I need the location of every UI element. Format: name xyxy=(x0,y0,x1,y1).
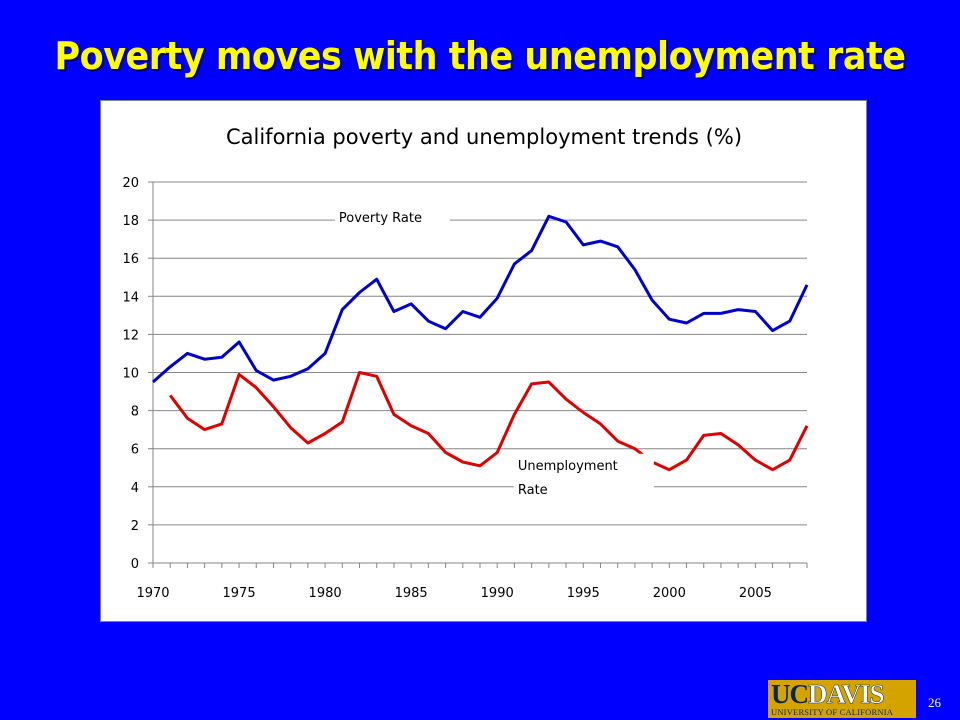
chart-title: California poverty and unemployment tren… xyxy=(226,125,742,149)
y-tick-label: 12 xyxy=(122,328,139,343)
logo-wordmark: UCDAVIS xyxy=(771,679,913,709)
x-tick-label: 1970 xyxy=(136,586,169,601)
slide-title: Poverty moves with the unemployment rate xyxy=(54,34,906,78)
logo-davis: DAVIS xyxy=(808,679,885,709)
y-tick-label: 4 xyxy=(131,481,139,496)
y-tick-label: 18 xyxy=(122,214,139,229)
annotation-label: Unemployment xyxy=(518,459,618,474)
y-tick-label: 14 xyxy=(122,290,139,305)
page-number: 26 xyxy=(928,695,941,710)
x-tick-label: 1985 xyxy=(395,586,428,601)
logo-uc: UC xyxy=(771,679,809,709)
annotation: Unemployment Rate xyxy=(513,453,654,498)
annotation-box xyxy=(334,206,450,227)
y-tick-label: 2 xyxy=(131,519,139,534)
y-tick-label: 0 xyxy=(131,557,139,572)
grid-layer xyxy=(153,181,807,526)
unemployment-rateline xyxy=(169,371,809,472)
annotation-label: Rate xyxy=(518,483,548,498)
x-tick-label: 2000 xyxy=(653,586,686,601)
annotation-layer: Poverty Rate Unemployment Rate xyxy=(334,206,654,498)
y-tick-label: 8 xyxy=(131,405,139,420)
annotation-label: Poverty Rate xyxy=(339,211,422,226)
x-tick-label: 1980 xyxy=(309,586,342,601)
annotation: Poverty Rate xyxy=(334,206,450,227)
x-tick-label: 1995 xyxy=(567,586,600,601)
x-tick-label: 2005 xyxy=(739,586,772,601)
y-tick-label: 16 xyxy=(122,252,139,267)
y-tick-label: 20 xyxy=(122,176,139,191)
uc-davis-logo: UCDAVIS UNIVERSITY OF CALIFORNIA xyxy=(768,680,916,718)
logo-subtitle: UNIVERSITY OF CALIFORNIA xyxy=(771,707,894,717)
x-tick-label: 1975 xyxy=(223,586,256,601)
x-tick-label: 1990 xyxy=(481,586,514,601)
chart-svg: California poverty and unemployment tren… xyxy=(122,125,809,601)
annotation-box xyxy=(513,453,654,494)
y-tick-label: 6 xyxy=(131,443,139,458)
series-layer xyxy=(152,214,809,472)
axis-layer: 0 2 4 6 8 10 12 14 16 18 20 1970 1975 1980 1985 1990 199… xyxy=(122,176,808,601)
chart-panel: California poverty and unemployment tren… xyxy=(100,100,867,622)
poverty-rateline xyxy=(152,214,809,384)
y-tick-label: 10 xyxy=(122,367,139,382)
